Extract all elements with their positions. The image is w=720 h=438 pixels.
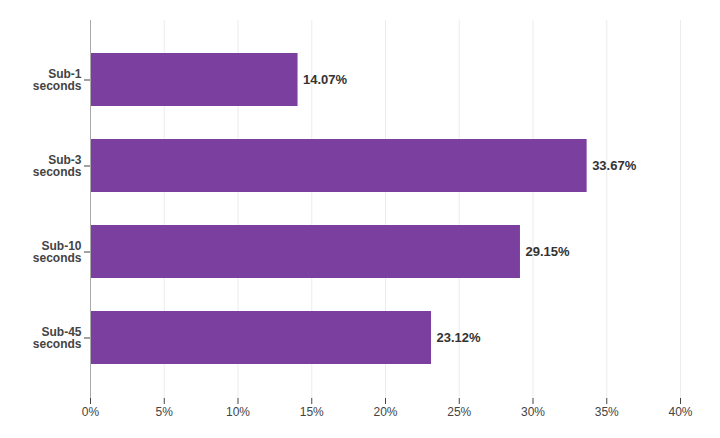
svg-text:35%: 35% — [595, 405, 619, 419]
svg-text:0%: 0% — [82, 405, 100, 419]
svg-text:20%: 20% — [373, 405, 397, 419]
svg-text:25%: 25% — [447, 405, 471, 419]
svg-text:Sub-3seconds: Sub-3seconds — [33, 153, 82, 179]
svg-text:23.12%: 23.12% — [437, 330, 482, 345]
svg-text:10%: 10% — [226, 405, 250, 419]
svg-text:15%: 15% — [300, 405, 324, 419]
svg-text:Sub-10seconds: Sub-10seconds — [33, 239, 82, 265]
svg-text:30%: 30% — [521, 405, 545, 419]
svg-text:40%: 40% — [668, 405, 692, 419]
svg-text:Sub-45seconds: Sub-45seconds — [33, 325, 82, 351]
svg-text:29.15%: 29.15% — [525, 244, 570, 259]
svg-text:14.07%: 14.07% — [303, 72, 348, 87]
svg-text:5%: 5% — [156, 405, 174, 419]
svg-text:Sub-1seconds: Sub-1seconds — [33, 67, 82, 93]
svg-text:33.67%: 33.67% — [592, 158, 637, 173]
